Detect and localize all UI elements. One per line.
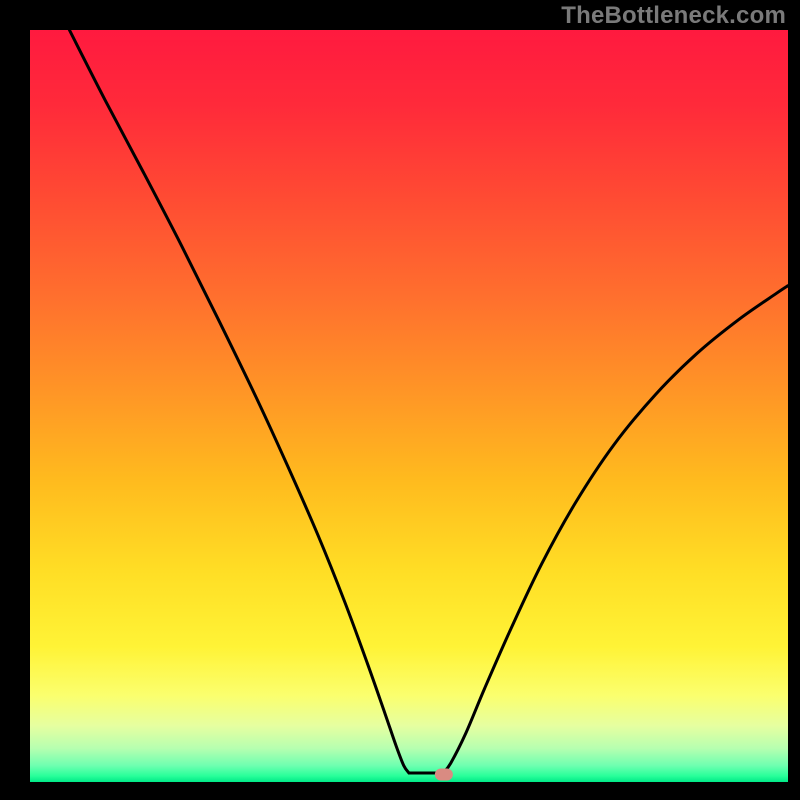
minimum-marker [435,768,453,780]
plot-area [30,30,788,782]
chart-svg [30,30,788,782]
gradient-background [30,30,788,782]
watermark-text: TheBottleneck.com [561,2,786,30]
